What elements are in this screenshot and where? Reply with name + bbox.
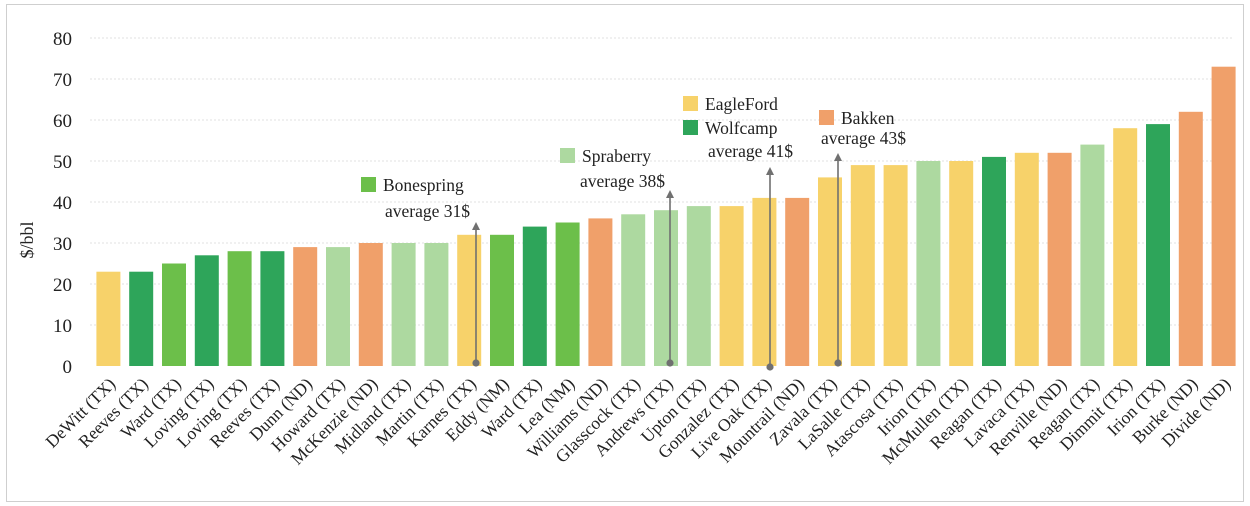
bar bbox=[850, 165, 875, 366]
y-tick-label: 20 bbox=[53, 275, 72, 296]
legend-swatch bbox=[361, 177, 376, 192]
annotation-average: average 41$ bbox=[708, 141, 793, 161]
legend-swatch bbox=[560, 148, 575, 163]
y-axis-label: $/bbl bbox=[17, 221, 37, 258]
y-tick-label: 70 bbox=[53, 70, 72, 91]
bar bbox=[457, 234, 482, 366]
bar bbox=[227, 251, 252, 366]
bar bbox=[752, 197, 777, 366]
annotation-dot bbox=[472, 359, 480, 367]
bar bbox=[1211, 66, 1236, 366]
bar bbox=[260, 251, 285, 366]
y-tick-label: 40 bbox=[53, 193, 72, 214]
bar bbox=[1178, 111, 1203, 366]
y-tick-label: 60 bbox=[53, 111, 72, 132]
bar bbox=[358, 243, 383, 366]
bar bbox=[129, 271, 154, 366]
bar bbox=[785, 197, 810, 366]
bar bbox=[654, 210, 678, 366]
bar bbox=[162, 263, 186, 366]
bar bbox=[1113, 128, 1138, 366]
annotation-dot bbox=[834, 359, 842, 367]
legend-swatch bbox=[819, 110, 834, 125]
legend-label: Spraberry bbox=[582, 146, 651, 166]
legend-swatch bbox=[683, 96, 698, 111]
bar bbox=[1080, 144, 1105, 366]
bar bbox=[1146, 124, 1170, 366]
annotation-average: average 31$ bbox=[385, 201, 470, 221]
bar bbox=[982, 156, 1006, 366]
bar bbox=[555, 222, 580, 366]
legend-label: Wolfcamp bbox=[705, 118, 778, 138]
bar bbox=[883, 165, 908, 366]
bar bbox=[96, 271, 121, 366]
annotation-arrowhead bbox=[766, 167, 774, 175]
bar bbox=[522, 226, 547, 366]
annotations: Bonespring average 31$ Spraberry average 38… bbox=[361, 94, 906, 371]
bar bbox=[293, 247, 318, 366]
annotation-arrowhead bbox=[666, 190, 674, 198]
legend-swatch bbox=[683, 120, 698, 135]
bars bbox=[96, 66, 1236, 366]
y-tick-label: 10 bbox=[53, 316, 72, 337]
y-axis-ticks: 0 10 20 30 40 50 60 70 80 bbox=[53, 29, 72, 378]
bar bbox=[686, 206, 711, 366]
bar bbox=[1014, 152, 1039, 366]
bar bbox=[1047, 152, 1072, 366]
bar bbox=[424, 243, 449, 366]
y-tick-label: 50 bbox=[53, 152, 72, 173]
y-tick-label: 80 bbox=[53, 29, 72, 50]
bar bbox=[916, 161, 941, 366]
annotation-average: average 43$ bbox=[821, 128, 906, 148]
annotation-arrowhead bbox=[472, 222, 480, 230]
bar bbox=[326, 247, 350, 366]
legend-label: EagleFord bbox=[705, 94, 778, 114]
legend-label: Bonespring bbox=[383, 175, 464, 195]
bar bbox=[194, 255, 219, 366]
bar bbox=[621, 214, 646, 366]
annotation-arrowhead bbox=[834, 153, 842, 161]
x-axis-labels: DeWitt (TX)Reeves (TX)Ward (TX)Loving (T… bbox=[41, 374, 1234, 469]
bar bbox=[490, 234, 514, 366]
y-tick-label: 30 bbox=[53, 234, 72, 255]
y-tick-label: 0 bbox=[63, 357, 73, 378]
annotation-average: average 38$ bbox=[580, 171, 665, 191]
bar bbox=[949, 161, 974, 366]
bar bbox=[588, 218, 613, 366]
legend-label: Bakken bbox=[841, 108, 895, 128]
bar bbox=[719, 206, 744, 366]
bar bbox=[391, 243, 416, 366]
annotation-dot bbox=[666, 359, 674, 367]
annotation-dot bbox=[766, 363, 774, 371]
